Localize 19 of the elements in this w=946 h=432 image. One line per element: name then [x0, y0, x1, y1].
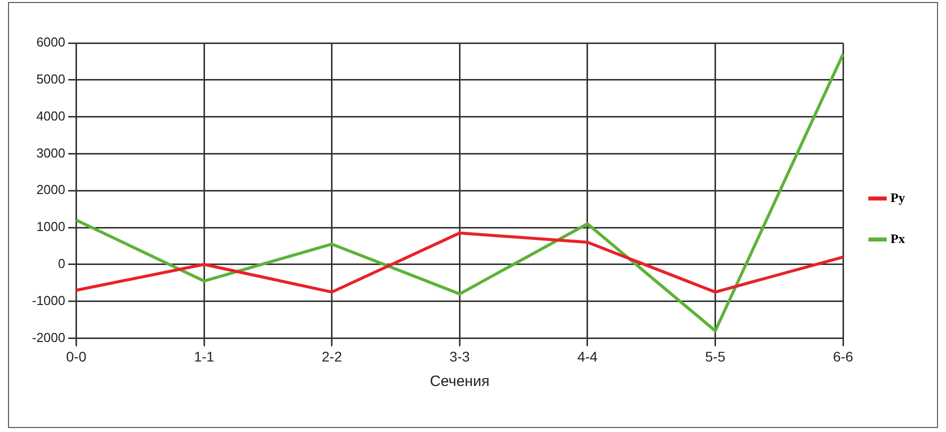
x-axis-title: Сечения [430, 373, 490, 390]
y-tick-label: -2000 [32, 330, 66, 345]
legend-label: Px [890, 230, 906, 246]
y-tick-label: 5000 [36, 71, 66, 86]
x-tick-label: 6-6 [832, 348, 854, 364]
x-tick-label: 4-4 [577, 348, 598, 364]
x-tick-label: 5-5 [705, 348, 726, 364]
y-tick-label: 3000 [36, 145, 66, 160]
y-tick-label: 2000 [36, 182, 66, 198]
y-tick-label: 6000 [36, 34, 66, 50]
x-tick-label: 3-3 [450, 348, 470, 364]
legend-label: Py [890, 190, 906, 205]
y-tick-label: -1000 [32, 292, 66, 308]
y-tick-label: 0 [58, 256, 66, 271]
y-tick-label: 4000 [36, 108, 66, 124]
x-tick-label: 0-0 [66, 348, 87, 364]
y-tick-label: 1000 [36, 219, 66, 234]
x-tick-label: 2-2 [322, 348, 342, 364]
x-tick-label: 1-1 [194, 348, 214, 364]
